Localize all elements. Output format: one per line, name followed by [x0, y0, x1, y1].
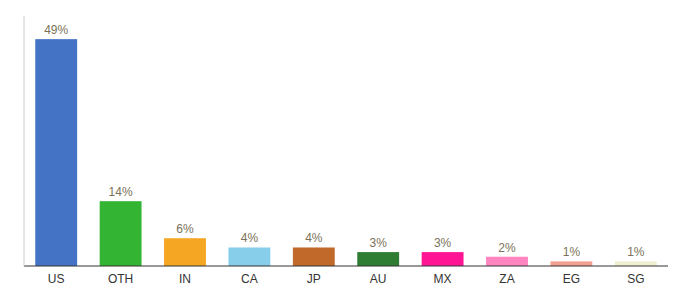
x-tick-label: SG: [627, 272, 644, 286]
bar: [486, 257, 528, 266]
bar: [550, 261, 592, 266]
data-label: 3%: [434, 236, 452, 250]
bars: [35, 39, 656, 266]
x-tick-label: CA: [241, 272, 258, 286]
x-tick-label: ZA: [499, 272, 514, 286]
data-label: 49%: [44, 23, 68, 37]
x-tick-label: MX: [434, 272, 452, 286]
x-tick-label: US: [48, 272, 65, 286]
data-label: 2%: [498, 241, 516, 255]
data-label: 1%: [627, 245, 645, 259]
bar: [100, 201, 142, 266]
bar: [35, 39, 77, 266]
data-label: 3%: [370, 236, 388, 250]
bar: [293, 247, 335, 266]
x-tick-label: AU: [370, 272, 387, 286]
chart: US OTH IN CA JP AU MX ZA EG SG 49% 14% 6% 4% 4% 3% 3% 2% 1…: [0, 0, 680, 300]
bar: [357, 252, 399, 266]
data-label: 4%: [305, 231, 323, 245]
x-tick-label: IN: [179, 272, 191, 286]
data-label: 14%: [109, 185, 133, 199]
x-tick-label: JP: [307, 272, 321, 286]
data-label: 1%: [563, 245, 581, 259]
y-axis-line: [24, 16, 25, 266]
bar: [228, 247, 270, 266]
data-label: 4%: [241, 231, 259, 245]
x-axis-line: [24, 266, 668, 267]
x-tick-label: EG: [563, 272, 580, 286]
bar: [422, 252, 464, 266]
x-tick-label: OTH: [108, 272, 133, 286]
bar: [615, 261, 657, 266]
bar: [164, 238, 206, 266]
data-label: 6%: [176, 222, 194, 236]
